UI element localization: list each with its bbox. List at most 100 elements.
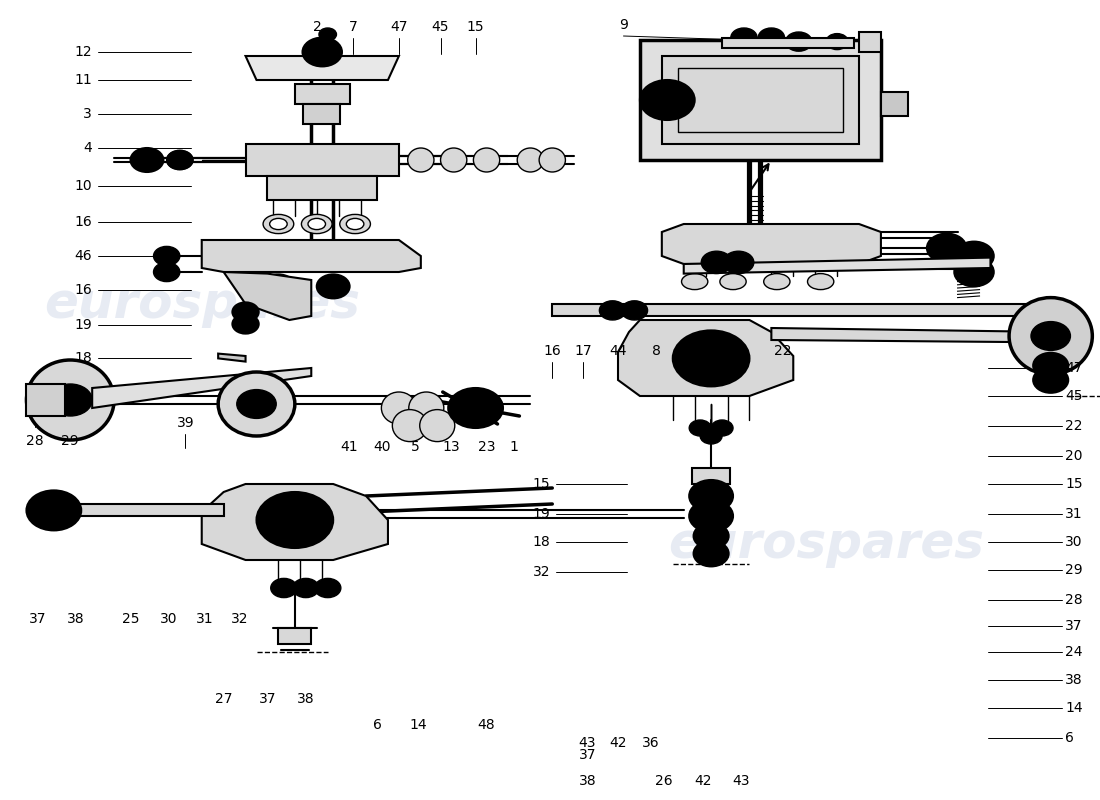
Bar [267,176,377,200]
Text: 1: 1 [509,440,518,454]
Circle shape [600,301,626,320]
Circle shape [702,251,732,274]
Circle shape [232,302,258,322]
Circle shape [1031,322,1070,350]
Text: 4: 4 [84,141,92,155]
Bar [278,628,311,644]
Circle shape [48,384,92,416]
Text: 18: 18 [75,351,92,366]
Text: 32: 32 [532,565,550,579]
Circle shape [701,428,722,444]
Text: 12: 12 [75,45,92,59]
Text: 38: 38 [297,692,315,706]
Circle shape [826,34,848,50]
Circle shape [131,148,164,172]
Circle shape [690,500,733,532]
Text: 21: 21 [732,344,749,358]
Circle shape [319,28,337,41]
Ellipse shape [440,148,466,172]
Polygon shape [662,224,881,264]
Circle shape [1033,367,1068,393]
Text: 29: 29 [1065,563,1082,578]
Polygon shape [684,258,990,274]
Text: 43: 43 [579,736,596,750]
Text: 20: 20 [1065,449,1082,463]
Circle shape [317,274,350,298]
Text: 36: 36 [642,736,660,750]
Circle shape [232,314,258,334]
Text: eurospares: eurospares [668,520,984,568]
Text: eurospares: eurospares [44,280,360,328]
Text: 13: 13 [442,440,460,454]
Polygon shape [223,272,311,320]
Ellipse shape [763,274,790,290]
Ellipse shape [340,214,371,234]
Text: 37: 37 [29,612,46,626]
Circle shape [273,504,317,536]
Text: 41: 41 [341,440,359,454]
Text: 7: 7 [349,20,358,34]
Ellipse shape [393,410,428,442]
Ellipse shape [409,392,443,424]
Polygon shape [771,328,1056,342]
Text: 14: 14 [410,718,428,733]
Text: 25: 25 [122,612,140,626]
Circle shape [723,251,754,274]
Circle shape [448,388,503,428]
Bar [302,104,340,124]
Circle shape [694,541,728,566]
Bar [640,40,881,160]
Ellipse shape [263,214,294,234]
Text: 38: 38 [1065,673,1082,687]
Ellipse shape [682,274,707,290]
Text: 38: 38 [67,612,85,626]
Text: 16: 16 [75,215,92,230]
Text: 31: 31 [1065,506,1082,521]
Text: 22: 22 [773,344,791,358]
Circle shape [236,390,276,418]
Text: 37: 37 [579,747,596,762]
Ellipse shape [473,148,499,172]
Text: 38: 38 [579,774,596,788]
Polygon shape [201,240,421,272]
Circle shape [640,80,695,120]
Text: 46: 46 [75,249,92,263]
Polygon shape [37,504,223,516]
Polygon shape [245,144,399,176]
Circle shape [258,516,270,524]
Ellipse shape [420,410,454,442]
Text: 42: 42 [609,736,627,750]
Bar [693,468,729,484]
Text: 43: 43 [732,774,749,788]
Text: 6: 6 [1065,730,1074,745]
Ellipse shape [719,274,746,290]
Text: 14: 14 [1065,701,1082,715]
Ellipse shape [1009,298,1092,374]
Text: 30: 30 [1065,534,1082,549]
Circle shape [289,494,300,502]
Text: 29: 29 [62,434,79,447]
Text: 22: 22 [1065,418,1082,433]
Bar [679,68,843,132]
Ellipse shape [382,392,417,424]
Text: 16: 16 [543,344,561,358]
Text: 24: 24 [1065,645,1082,659]
Ellipse shape [26,360,114,440]
Text: 39: 39 [176,416,194,430]
Circle shape [167,150,192,170]
Circle shape [26,490,81,530]
Ellipse shape [301,214,332,234]
Text: 23: 23 [477,440,495,454]
Ellipse shape [408,148,435,172]
Text: 47: 47 [390,20,408,34]
Ellipse shape [539,148,565,172]
Text: 30: 30 [161,612,177,626]
Text: 19: 19 [75,318,92,332]
Circle shape [927,234,967,262]
Text: 32: 32 [231,612,249,626]
Circle shape [1033,353,1068,378]
Circle shape [289,538,300,546]
Text: 37: 37 [1065,618,1082,633]
Circle shape [955,258,993,286]
Text: 6: 6 [373,718,382,733]
